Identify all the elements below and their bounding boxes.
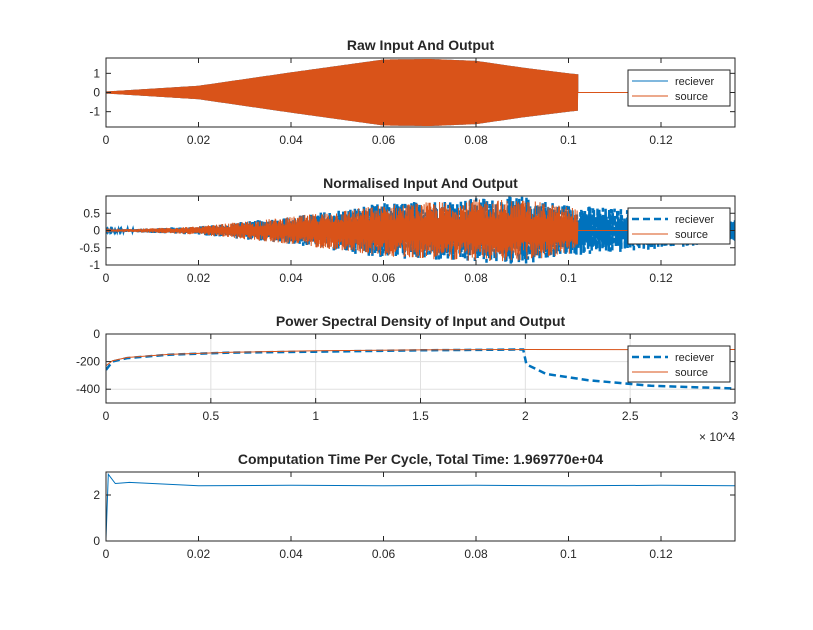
x-tick-label: 0.1 [560, 133, 577, 147]
x-tick-label: 0.04 [279, 271, 303, 285]
x-tick-label: 0.06 [372, 133, 396, 147]
legend-label: reciever [675, 352, 714, 364]
y-tick-label: 0.5 [83, 206, 100, 220]
x-tick-label: 0.04 [279, 547, 303, 561]
legend: reciever source [627, 207, 731, 245]
plot-series-group [106, 196, 735, 264]
x-tick-label: 0.12 [649, 271, 673, 285]
x-tick-label: 2.5 [622, 409, 639, 423]
x-tick-label: 0.08 [464, 547, 488, 561]
x-tick-label: 0 [103, 133, 110, 147]
plot-series-group [106, 348, 735, 390]
chart-title: Raw Input And Output [347, 37, 495, 53]
series-line-source [106, 199, 735, 262]
x-tick-label: 3 [732, 409, 739, 423]
panel-4: 0 0.02 0.04 0.06 0.08 0.1 0.12 0 2 Computation Ti… [93, 451, 736, 561]
x-tick-label: 0.02 [187, 133, 211, 147]
legend: reciever source [627, 69, 731, 107]
series-line-data [106, 472, 735, 539]
legend: reciever source [627, 345, 731, 383]
x-tick-label: 1 [312, 409, 319, 423]
y-tick-label: 0 [93, 327, 100, 341]
axes-box [105, 471, 736, 542]
y-tick-label: 0 [93, 224, 100, 238]
x-tick-label: 0 [103, 271, 110, 285]
x-tick-label: 0 [103, 409, 110, 423]
x-tick-label: 0.06 [372, 547, 396, 561]
legend-label: source [675, 229, 708, 241]
y-tick-label: 0 [93, 534, 100, 548]
series-line-source [106, 348, 735, 367]
x-tick-label: 0.04 [279, 133, 303, 147]
y-tick-label: -0.5 [79, 241, 100, 255]
chart-title: Computation Time Per Cycle, Total Time: … [238, 451, 604, 467]
series-line-reciever [106, 196, 735, 264]
legend-label: reciever [675, 214, 714, 226]
y-tick-label: -400 [76, 382, 100, 396]
chart-title: Power Spectral Density of Input and Outp… [276, 313, 566, 329]
plot-series-group [106, 58, 735, 127]
x-tick-label: 0.12 [649, 133, 673, 147]
x-exponent-label: × 10^4 [699, 430, 735, 444]
x-tick-label: 0.02 [187, 547, 211, 561]
legend-box [627, 345, 731, 383]
y-tick-label: 1 [93, 66, 100, 80]
x-tick-label: 1.5 [412, 409, 429, 423]
x-tick-label: 0.12 [649, 547, 673, 561]
x-tick-label: 0.02 [187, 271, 211, 285]
panel-3: 0 0.5 1 1.5 2 2.5 3 -400 -200 0 × 10^4 Power Spectr… [76, 313, 739, 444]
series-line-source [106, 58, 735, 127]
y-tick-label: 0 [93, 86, 100, 100]
legend-box [627, 69, 731, 107]
y-tick-label: 2 [93, 488, 100, 502]
x-tick-label: 2 [522, 409, 529, 423]
legend-box [627, 207, 731, 245]
legend-label: source [675, 367, 708, 379]
x-tick-label: 0.08 [464, 133, 488, 147]
x-tick-label: 0.1 [560, 547, 577, 561]
x-tick-label: 0.08 [464, 271, 488, 285]
x-tick-label: 0 [103, 547, 110, 561]
legend-label: reciever [675, 76, 714, 88]
y-tick-label: -200 [76, 355, 100, 369]
y-tick-label: -1 [89, 105, 100, 119]
chart-title: Normalised Input And Output [323, 175, 518, 191]
x-tick-label: 0.5 [202, 409, 219, 423]
x-tick-label: 0.06 [372, 271, 396, 285]
y-tick-label: -1 [89, 258, 100, 272]
x-tick-label: 0.1 [560, 271, 577, 285]
plot-area [106, 472, 735, 541]
plot-series-group [106, 472, 735, 539]
panel-2: 0 0.02 0.04 0.06 0.08 0.1 0.12 -1 -0.5 0 0.5 Normal… [79, 175, 736, 285]
legend-label: source [675, 91, 708, 103]
